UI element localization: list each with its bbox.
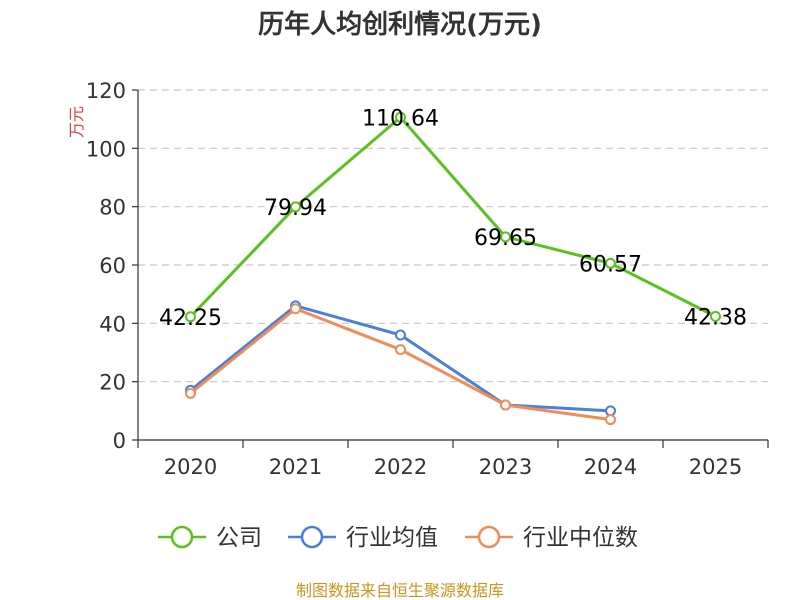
y-tick-label-0: 0 — [113, 429, 126, 453]
x-tick-label-2024: 2024 — [584, 455, 637, 479]
gridlines — [138, 89, 768, 383]
series-line-2 — [189, 307, 611, 422]
y-tick-label-20: 20 — [99, 371, 126, 395]
point-0-2023 — [500, 231, 511, 243]
point-2-2022 — [395, 344, 406, 356]
point-2-2020 — [185, 387, 196, 399]
legend-item-2[interactable]: 行业中位数 — [465, 525, 638, 551]
legend-item-1[interactable]: 行业均值 — [288, 525, 438, 551]
y-tick-label-100: 100 — [86, 137, 126, 161]
point-0-2020 — [185, 311, 196, 323]
point-2-2021 — [290, 303, 301, 315]
chart-title: 历年人均创利情况(万元) — [258, 9, 542, 40]
y-tick-label-80: 80 — [99, 196, 126, 220]
legend-label-2: 行业中位数 — [523, 525, 638, 551]
x-tick-label-2025: 2025 — [689, 455, 742, 479]
legend-marker-0 — [170, 525, 194, 549]
y-tick-label-60: 60 — [99, 254, 126, 278]
data-label-2024: 60.57 — [579, 252, 642, 277]
data-label-2020: 42.25 — [159, 306, 222, 331]
legend-label-1: 行业均值 — [346, 525, 438, 551]
point-2-2024 — [605, 414, 616, 426]
x-tick-label-2020: 2020 — [164, 455, 217, 479]
data-label-2023: 69.65 — [474, 226, 537, 251]
point-1-2024 — [605, 405, 616, 417]
legend[interactable]: 公司 行业均值 行业中位数 — [158, 525, 638, 551]
legend-marker-1 — [300, 525, 324, 549]
data-label-2025: 42.38 — [684, 305, 747, 330]
y-tick-label-120: 120 — [86, 79, 126, 103]
data-label-2021: 79.94 — [264, 196, 327, 221]
data-label-2022: 110.64 — [362, 106, 439, 131]
point-1-2022 — [395, 329, 406, 341]
series-group — [185, 111, 721, 426]
x-tick-label-2023: 2023 — [479, 455, 532, 479]
axes: 0 20 40 60 80 100 120 2020 2021 2022 2023 2024 2025 — [86, 79, 769, 479]
series-line-0 — [189, 115, 717, 318]
point-2-2023 — [500, 399, 511, 411]
legend-item-0[interactable]: 公司 — [158, 525, 262, 551]
point-0-2025 — [710, 310, 721, 322]
point-0-2021 — [290, 201, 301, 213]
source-footer: 制图数据来自恒生聚源数据库 — [296, 581, 504, 600]
legend-marker-2 — [477, 525, 501, 549]
y-tick-label-40: 40 — [99, 312, 126, 336]
x-tick-label-2021: 2021 — [269, 455, 322, 479]
series-line-1 — [189, 304, 611, 413]
legend-label-0: 公司 — [216, 525, 262, 551]
x-tick-label-2022: 2022 — [374, 455, 427, 479]
data-labels: 42.25 79.94 110.64 69.65 60.57 42.38 — [159, 106, 747, 330]
point-0-2024 — [605, 257, 616, 269]
y-axis-label: 万元 — [67, 106, 86, 138]
point-0-2022 — [395, 111, 406, 123]
